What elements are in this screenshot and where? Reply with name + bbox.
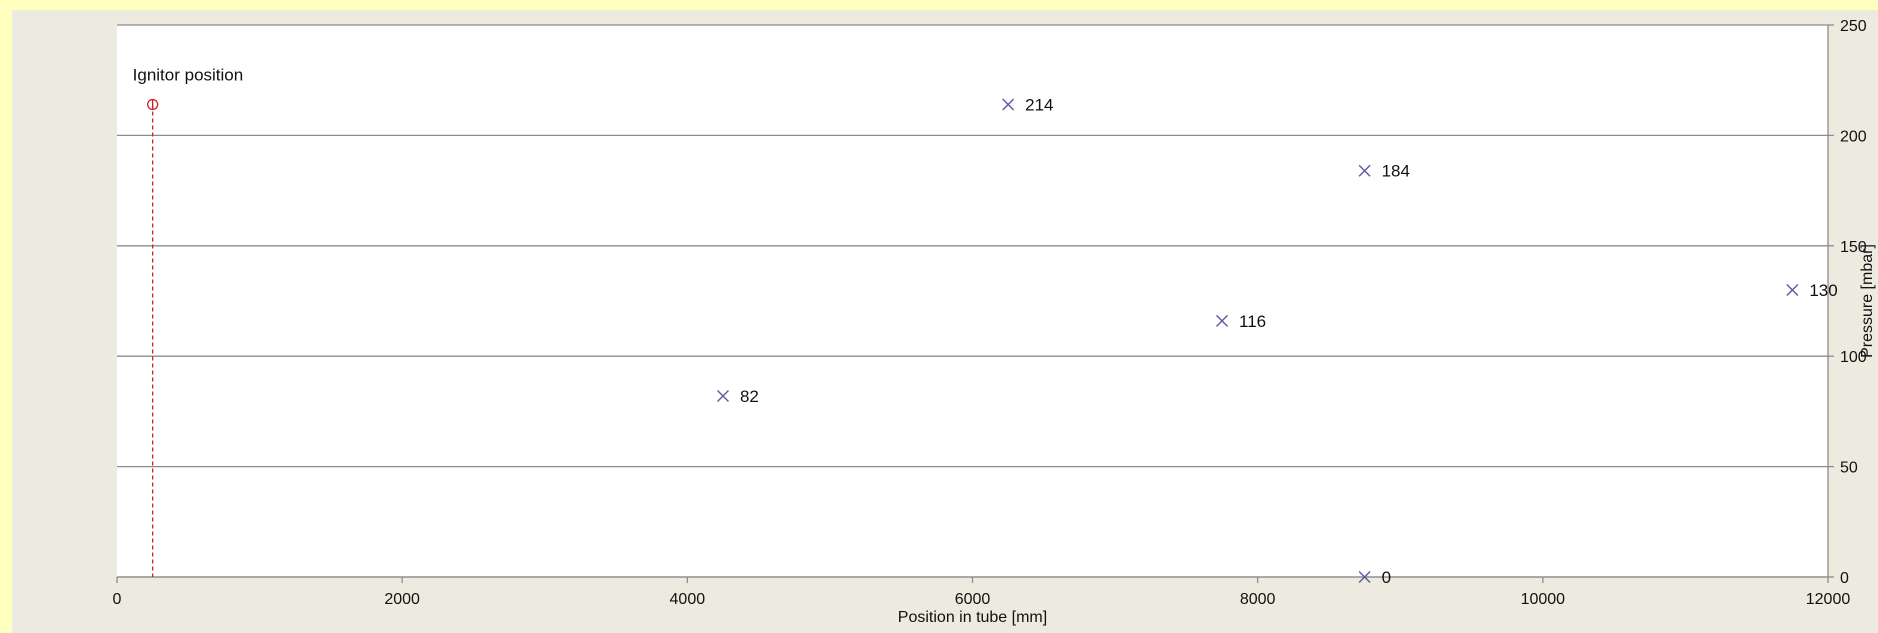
x-axis-ticks: 0 2000 4000 6000 8000 10000 12000	[113, 577, 1851, 608]
y-tick-label: 150	[1840, 239, 1867, 256]
y-tick-label: 200	[1840, 128, 1867, 145]
x-axis-title: Position in tube [mm]	[898, 609, 1047, 626]
data-point	[1358, 164, 1371, 177]
y-tick-label: 100	[1840, 349, 1867, 366]
data-point	[716, 389, 729, 402]
x-tick-label: 12000	[1806, 591, 1851, 608]
x-tick-label: 6000	[955, 591, 991, 608]
data-points: 82 214 116 184 0 130	[716, 95, 1838, 587]
x-tick-label: 4000	[670, 591, 706, 608]
point-marker-stroke	[1216, 314, 1229, 327]
y-axis-ticks: 0 50 100 150 200 250	[1828, 18, 1867, 587]
x-tick-label: 10000	[1521, 591, 1566, 608]
data-label: 184	[1382, 162, 1410, 181]
chart-frame: 0 2000 4000 6000 8000 10000 12000 0 50 100 150 200…	[12, 10, 1878, 633]
data-label: 130	[1809, 281, 1837, 300]
y-axis-title: Pressure [mbar]	[1859, 244, 1876, 358]
data-label: 116	[1239, 312, 1266, 331]
data-label: 214	[1025, 95, 1053, 114]
ignitor-label: Ignitor position	[133, 65, 244, 84]
data-point	[1002, 98, 1015, 111]
data-point	[1358, 571, 1371, 583]
data-label: 82	[740, 387, 759, 406]
ignitor-annotation: Ignitor position	[133, 65, 244, 577]
point-marker-stroke	[716, 389, 729, 402]
y-tick-label: 50	[1840, 460, 1858, 477]
data-label: 0	[1382, 568, 1391, 587]
x-tick-label: 8000	[1240, 591, 1276, 608]
y-tick-label: 0	[1840, 570, 1849, 587]
data-point	[1216, 314, 1229, 327]
point-marker-stroke	[1002, 98, 1015, 111]
x-tick-label: 0	[113, 591, 122, 608]
x-tick-label: 2000	[384, 591, 420, 608]
data-point	[1786, 283, 1799, 296]
point-marker-stroke	[1358, 164, 1371, 177]
plot-area	[117, 25, 1828, 577]
point-marker-stroke	[1786, 283, 1799, 296]
scatter-chart: 0 2000 4000 6000 8000 10000 12000 050100150200…	[113, 18, 1876, 626]
point-marker-stroke	[1358, 571, 1371, 583]
y-tick-label: 250	[1840, 18, 1867, 35]
